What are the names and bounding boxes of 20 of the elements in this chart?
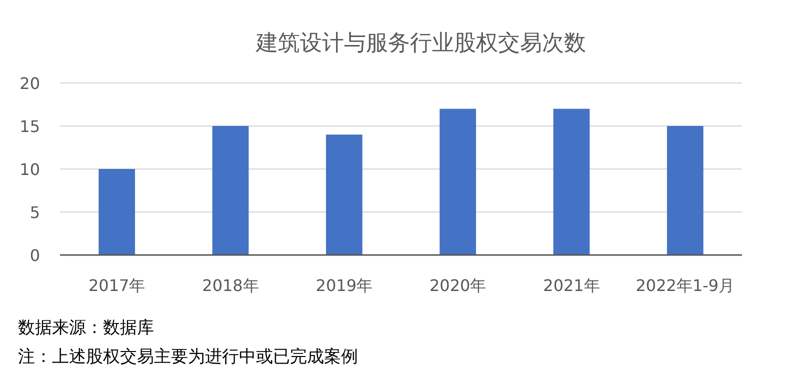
y-tick-label: 10 <box>20 160 40 179</box>
bar <box>553 108 590 255</box>
y-tick-label: 5 <box>30 203 40 222</box>
bar <box>212 126 249 255</box>
x-tick-label: 2021年 <box>543 276 600 295</box>
x-tick-label: 2022年1-9月 <box>636 276 735 295</box>
source-note: 数据来源：数据库 <box>18 318 154 338</box>
bar <box>98 169 136 255</box>
x-tick-label: 2017年 <box>88 276 146 295</box>
x-tick-label: 2019年 <box>316 276 373 295</box>
y-tick-label: 0 <box>30 246 40 265</box>
bar <box>440 108 476 255</box>
bar <box>666 126 704 255</box>
y-tick-label: 15 <box>20 117 40 136</box>
chart-title: 建筑设计与服务行业股权交易次数 <box>255 31 586 56</box>
text: 注：上述股权交易主要为进行中或已完成案例 <box>18 347 358 367</box>
bar <box>326 134 362 255</box>
y-tick-label: 20 <box>20 74 40 93</box>
x-tick-label: 2020年 <box>429 276 486 295</box>
x-tick-label: 2018年 <box>202 276 259 295</box>
